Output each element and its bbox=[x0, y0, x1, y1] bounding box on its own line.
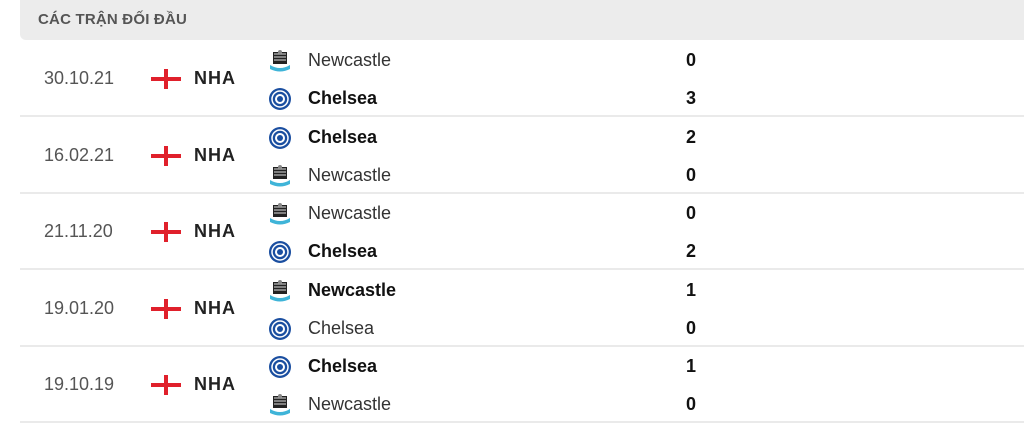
team-score: 2 bbox=[686, 241, 697, 261]
newcastle-crest-icon bbox=[268, 393, 292, 417]
team-away: Chelsea 2 bbox=[266, 232, 966, 270]
match-row[interactable]: 21.11.20 NHA Newcastle 0 Chelsea 2 bbox=[20, 194, 1024, 270]
team-away: Newcastle 0 bbox=[266, 385, 966, 423]
match-row[interactable]: 19.01.20 NHA Newcastle 1 Chelsea 0 bbox=[20, 271, 1024, 347]
team-name: Newcastle bbox=[308, 279, 397, 300]
league-name: NHA bbox=[194, 374, 236, 394]
newcastle-crest-icon bbox=[268, 164, 292, 188]
match-date: 21.11.20 bbox=[44, 221, 113, 241]
league-name: NHA bbox=[194, 297, 236, 318]
chelsea-crest-icon bbox=[268, 126, 292, 150]
match-date: 19.10.19 bbox=[44, 374, 115, 394]
england-flag-icon bbox=[151, 69, 181, 89]
team-score: 2 bbox=[686, 126, 697, 147]
team-name: Chelsea bbox=[308, 356, 378, 376]
team-away: Newcastle 0 bbox=[266, 156, 966, 194]
chelsea-crest-icon bbox=[268, 87, 292, 111]
team-home: Newcastle 0 bbox=[266, 41, 966, 79]
team-home: Chelsea 2 bbox=[266, 118, 966, 156]
chelsea-crest-icon bbox=[268, 355, 292, 379]
league-name: NHA bbox=[194, 221, 236, 241]
team-name: Chelsea bbox=[308, 88, 378, 108]
england-flag-icon bbox=[151, 298, 181, 319]
section-header: CÁC TRẬN ĐỐI ĐẦU bbox=[20, 0, 1024, 40]
newcastle-crest-icon bbox=[268, 279, 292, 303]
chelsea-crest-icon bbox=[268, 317, 292, 341]
team-name: Newcastle bbox=[308, 164, 392, 185]
team-score: 0 bbox=[686, 203, 697, 223]
team-away: Chelsea 3 bbox=[266, 79, 966, 117]
team-home: Newcastle 0 bbox=[266, 194, 966, 232]
match-row[interactable]: 19.10.19 NHA Chelsea 1 Newcastle 0 bbox=[20, 347, 1024, 423]
team-name: Chelsea bbox=[308, 317, 375, 338]
team-name: Newcastle bbox=[308, 203, 392, 223]
chelsea-crest-icon bbox=[268, 240, 292, 264]
team-score: 3 bbox=[686, 88, 697, 108]
match-date: 19.01.20 bbox=[44, 297, 115, 318]
team-home: Newcastle 1 bbox=[266, 271, 966, 309]
team-score: 0 bbox=[686, 317, 697, 338]
england-flag-icon bbox=[151, 375, 181, 395]
team-name: Chelsea bbox=[308, 126, 378, 147]
team-score: 1 bbox=[686, 279, 697, 300]
team-score: 0 bbox=[686, 394, 697, 414]
team-home: Chelsea 1 bbox=[266, 347, 966, 385]
team-away: Chelsea 0 bbox=[266, 309, 966, 347]
newcastle-crest-icon bbox=[268, 202, 292, 226]
team-name: Newcastle bbox=[308, 50, 392, 70]
section-title: CÁC TRẬN ĐỐI ĐẦU bbox=[38, 11, 188, 28]
match-row[interactable]: 16.02.21 NHA Chelsea 2 Newcastle 0 bbox=[20, 118, 1024, 194]
team-name: Newcastle bbox=[308, 394, 392, 414]
league-name: NHA bbox=[194, 144, 236, 165]
newcastle-crest-icon bbox=[268, 49, 292, 73]
team-name: Chelsea bbox=[308, 241, 378, 261]
league-name: NHA bbox=[194, 68, 236, 88]
match-row[interactable]: 30.10.21 NHA Newcastle 0 Chelsea 3 bbox=[20, 41, 1024, 117]
team-score: 0 bbox=[686, 50, 697, 70]
england-flag-icon bbox=[151, 145, 181, 166]
team-score: 0 bbox=[686, 164, 697, 185]
match-date: 16.02.21 bbox=[44, 144, 115, 165]
match-date: 30.10.21 bbox=[44, 68, 115, 88]
england-flag-icon bbox=[151, 222, 181, 242]
team-score: 1 bbox=[686, 356, 697, 376]
